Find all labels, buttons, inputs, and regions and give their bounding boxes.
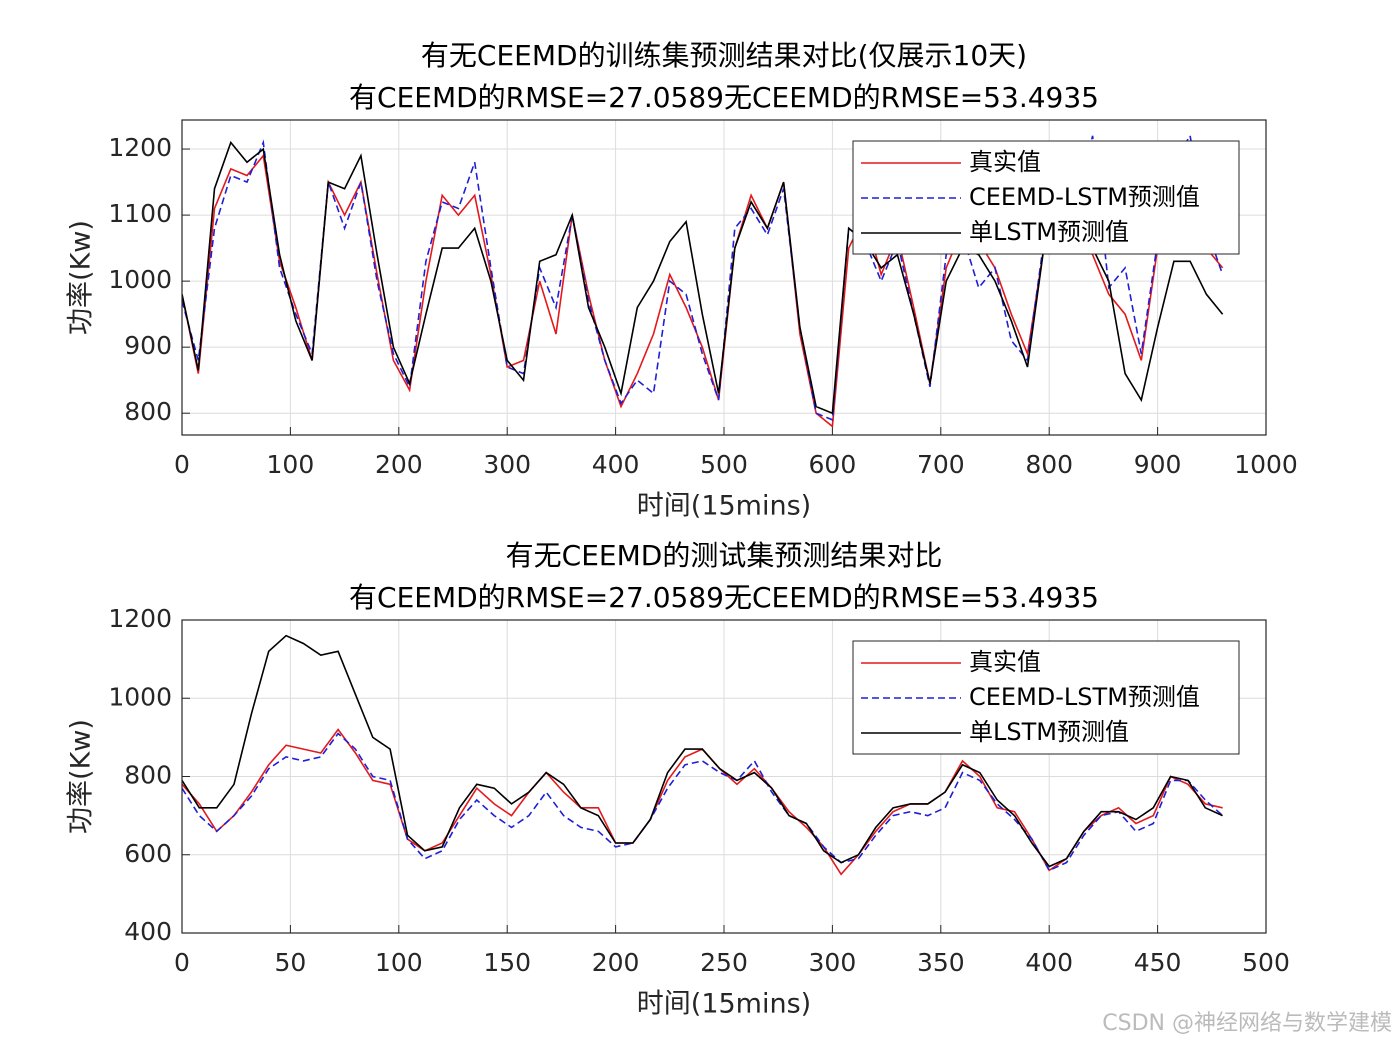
chart-subtitle: 有CEEMD的RMSE=27.0589无CEEMD的RMSE=53.4935 — [349, 581, 1099, 614]
x-tick-label: 350 — [917, 948, 965, 977]
y-tick-label: 1000 — [108, 682, 172, 711]
x-tick-label: 1000 — [1234, 450, 1298, 479]
series-group — [182, 634, 1224, 876]
x-tick-label: 400 — [1025, 948, 1073, 977]
series-line — [182, 732, 1224, 872]
x-tick-label: 900 — [1134, 450, 1182, 479]
x-tick-label: 300 — [483, 450, 531, 479]
axes-box — [181, 619, 1267, 934]
y-tick-label: 800 — [124, 397, 172, 426]
y-tick-label: 1200 — [108, 604, 172, 633]
y-tick-label: 400 — [124, 917, 172, 946]
x-tick-label: 0 — [174, 450, 190, 479]
legend-label: 真实值 — [969, 148, 1041, 176]
x-tick-label: 600 — [809, 450, 857, 479]
y-axis-label: 功率(Kw) — [66, 220, 97, 335]
x-tick-label: 700 — [917, 450, 965, 479]
x-tick-label: 200 — [592, 948, 640, 977]
x-tick-label: 500 — [1242, 948, 1290, 977]
chart-subtitle: 有CEEMD的RMSE=27.0589无CEEMD的RMSE=53.4935 — [349, 81, 1099, 114]
x-tick-label: 200 — [375, 450, 423, 479]
series-line — [182, 634, 1223, 868]
x-axis-label: 时间(15mins) — [637, 989, 811, 1020]
y-tick-label: 800 — [124, 761, 172, 790]
chart-title: 有无CEEMD的训练集预测结果对比(仅展示10天) — [421, 39, 1027, 72]
x-tick-label: 100 — [267, 450, 315, 479]
legend-label: 单LSTM预测值 — [969, 718, 1129, 746]
y-tick-label: 1100 — [108, 199, 172, 228]
chart-title: 有无CEEMD的测试集预测结果对比 — [506, 539, 943, 572]
axes-box — [181, 119, 1267, 436]
x-tick-label: 500 — [700, 450, 748, 479]
legend-label: CEEMD-LSTM预测值 — [969, 183, 1200, 211]
x-axis-label: 时间(15mins) — [637, 491, 811, 522]
x-tick-label: 450 — [1134, 948, 1182, 977]
x-tick-label: 100 — [375, 948, 423, 977]
watermark: CSDN @神经网络与数学建模 — [1102, 1011, 1392, 1036]
x-tick-label: 400 — [592, 450, 640, 479]
y-tick-label: 1200 — [108, 133, 172, 162]
x-tick-label: 800 — [1025, 450, 1073, 479]
y-axis-label: 功率(Kw) — [66, 719, 97, 834]
y-tick-label: 600 — [124, 839, 172, 868]
legend-label: CEEMD-LSTM预测值 — [969, 683, 1200, 711]
x-tick-label: 150 — [483, 948, 531, 977]
legend-label: 真实值 — [969, 648, 1041, 676]
x-tick-label: 50 — [274, 948, 306, 977]
y-tick-label: 1000 — [108, 265, 172, 294]
x-tick-label: 300 — [809, 948, 857, 977]
x-tick-label: 250 — [700, 948, 748, 977]
legend-label: 单LSTM预测值 — [969, 218, 1129, 246]
y-tick-label: 900 — [124, 331, 172, 360]
x-tick-label: 0 — [174, 948, 190, 977]
